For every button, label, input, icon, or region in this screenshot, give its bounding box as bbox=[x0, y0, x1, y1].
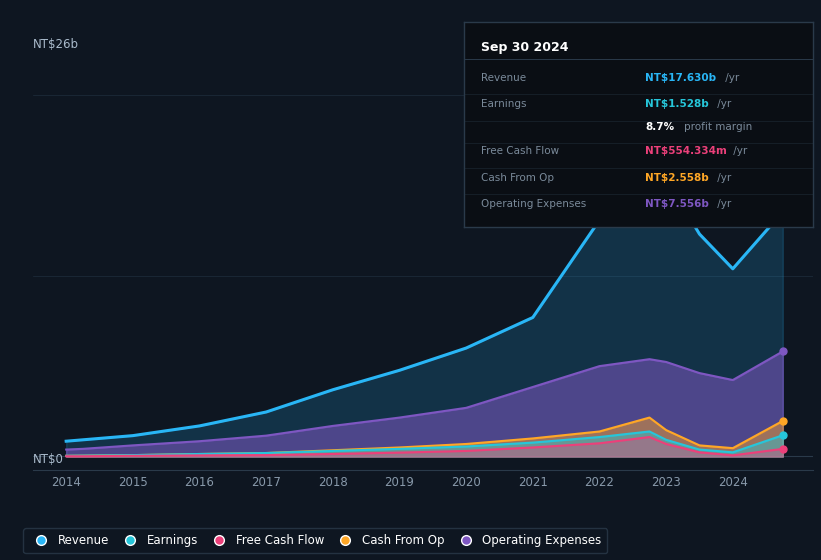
Text: /yr: /yr bbox=[714, 172, 732, 183]
Text: profit margin: profit margin bbox=[684, 122, 752, 132]
Text: Sep 30 2024: Sep 30 2024 bbox=[481, 41, 569, 54]
Text: NT$17.630b: NT$17.630b bbox=[645, 73, 717, 82]
Text: NT$2.558b: NT$2.558b bbox=[645, 172, 709, 183]
Text: Operating Expenses: Operating Expenses bbox=[481, 199, 586, 209]
Text: NT$7.556b: NT$7.556b bbox=[645, 199, 709, 209]
Text: NT$26b: NT$26b bbox=[33, 38, 79, 51]
Text: NT$0: NT$0 bbox=[33, 454, 64, 466]
Text: /yr: /yr bbox=[730, 146, 747, 156]
Text: Free Cash Flow: Free Cash Flow bbox=[481, 146, 559, 156]
Text: /yr: /yr bbox=[714, 99, 732, 109]
Legend: Revenue, Earnings, Free Cash Flow, Cash From Op, Operating Expenses: Revenue, Earnings, Free Cash Flow, Cash … bbox=[23, 529, 608, 553]
Text: 8.7%: 8.7% bbox=[645, 122, 674, 132]
Text: /yr: /yr bbox=[714, 199, 732, 209]
Text: Earnings: Earnings bbox=[481, 99, 527, 109]
Text: /yr: /yr bbox=[722, 73, 740, 82]
Text: Revenue: Revenue bbox=[481, 73, 526, 82]
Text: NT$1.528b: NT$1.528b bbox=[645, 99, 709, 109]
Text: Cash From Op: Cash From Op bbox=[481, 172, 554, 183]
Text: NT$554.334m: NT$554.334m bbox=[645, 146, 727, 156]
